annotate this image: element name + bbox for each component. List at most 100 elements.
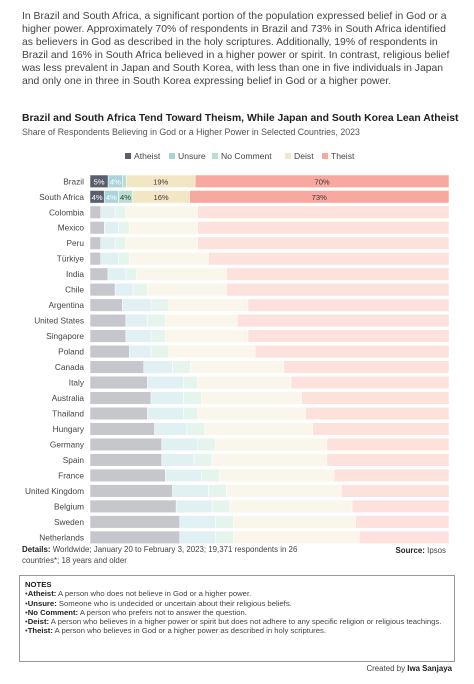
y-tick-label: Colombia (49, 207, 84, 217)
bar-segment-unsure (147, 406, 184, 421)
note-text: A person who believes in a higher power … (50, 617, 442, 627)
bar-segment-unsure (100, 236, 116, 250)
note-item: •Atheist: A person who does not believe … (25, 589, 252, 599)
bar-segment-atheist (89, 437, 163, 452)
bar-segment-atheist (89, 499, 177, 513)
bar-segment-no-comment (183, 391, 202, 405)
y-tick-label: France (58, 470, 84, 480)
source-label: Source: (395, 546, 425, 555)
notes-box: NOTES •Atheist: A person who does not be… (19, 575, 455, 662)
note-term: Unsure: (27, 598, 57, 608)
bar-segment-theist (305, 406, 450, 421)
bar-segment-deist (168, 298, 249, 312)
bar-segment-theist (197, 205, 450, 219)
legend-item-deist: Deist (285, 151, 314, 161)
bar-segment-atheist (89, 345, 130, 359)
bar-segment-unsure (114, 283, 134, 297)
y-tick-label: Sweden (54, 517, 84, 527)
bar-segment-atheist (89, 298, 123, 312)
footer-details: Details: Worldwide; January 20 to Februa… (22, 545, 312, 566)
bar-segment-no-comment (147, 314, 166, 328)
y-tick-label: Chile (65, 285, 84, 295)
legend-swatch (212, 153, 218, 159)
bar-segment-unsure (107, 267, 127, 281)
legend-swatch (285, 153, 291, 159)
legend-label: No Comment (221, 151, 272, 161)
y-tick-label: Spain (63, 455, 85, 465)
bar-segment-theist (197, 221, 450, 235)
y-tick-label: South Africa (39, 192, 84, 202)
bar-segment-deist (147, 283, 227, 297)
note-text: A person who prefers not to answer the q… (79, 607, 247, 617)
bar-segment-no-comment (208, 484, 227, 498)
data-label: 4% (110, 177, 121, 186)
data-label: 16% (153, 193, 168, 202)
bar-segment-deist (197, 406, 306, 421)
legend-item-theist: Theist (322, 151, 354, 161)
bar-segment-no-comment (215, 515, 234, 529)
bar-segment-theist (254, 345, 450, 359)
bar-segment-theist (326, 453, 450, 467)
y-tick-label: Türkiye (57, 254, 85, 264)
legend-item-no-comment: No Comment (212, 151, 272, 161)
bar-segment-theist (247, 298, 450, 312)
credit: Created by Iwa Sanjaya (366, 664, 452, 673)
bar-segment-unsure (179, 530, 216, 544)
legend-label: Deist (294, 151, 314, 161)
bar-segment-theist (351, 499, 450, 513)
bar-segment-deist (168, 345, 256, 359)
note-term: Deist: (27, 617, 50, 627)
data-label: 4% (120, 193, 131, 202)
bar-segment-unsure (125, 329, 152, 343)
bar-segment-unsure (100, 205, 116, 219)
bar-segment-atheist (89, 236, 102, 250)
bar-segment-atheist (89, 329, 127, 343)
bar-segment-deist (226, 484, 342, 498)
data-label: 70% (314, 177, 329, 186)
bar-segment-no-comment (150, 345, 170, 359)
bar-segment-deist (136, 267, 227, 281)
y-tick-label: Mexico (58, 223, 85, 233)
bar-segment-no-comment (211, 499, 231, 513)
y-tick-label: Peru (66, 238, 84, 248)
bar-segment-no-comment (183, 375, 198, 390)
note-item: •Unsure: Someone who is undecided or unc… (25, 598, 292, 608)
bar-segment-deist (165, 314, 238, 328)
bar-segment-atheist (89, 422, 155, 436)
bar-segment-deist (125, 236, 198, 250)
bar-segment-unsure (129, 345, 152, 359)
legend-item-unsure: Unsure (169, 151, 206, 161)
data-label: 4% (92, 193, 103, 202)
note-term: No Comment: (27, 607, 79, 617)
y-tick-label: Singapore (46, 331, 84, 341)
bar-segment-deist (204, 422, 313, 436)
bar-segment-unsure (125, 314, 148, 328)
note-item: •Theist: A person who believes in God or… (25, 626, 326, 636)
bar-segment-deist (129, 221, 198, 235)
intro-paragraph: In Brazil and South Africa, a significan… (22, 11, 450, 88)
note-text: A person who does not believe in God or … (58, 589, 252, 599)
y-tick-label: Brazil (63, 176, 84, 186)
bar-segment-theist (189, 190, 450, 204)
bar-segment-no-comment (215, 530, 234, 544)
bar-segment-atheist (89, 360, 145, 374)
note-item: •No Comment: A person who prefers not to… (25, 607, 247, 617)
note-item: •Deist: A person who believes in a highe… (25, 617, 442, 627)
y-tick-label: United States (34, 316, 84, 326)
bar-segment-deist (211, 453, 328, 467)
bar-segment-atheist (89, 221, 105, 235)
notes-heading: NOTES (25, 580, 52, 589)
bar-segment-unsure (172, 484, 209, 498)
bar-segment-theist (236, 314, 450, 328)
y-tick-label: Germany (50, 439, 85, 449)
bar-segment-theist (197, 236, 450, 250)
bar-segment-theist (226, 283, 450, 297)
bar-segment-no-comment (125, 267, 137, 281)
legend-label: Atheist (134, 151, 161, 161)
bar-segment-no-comment (132, 283, 148, 297)
bar-segment-no-comment (186, 422, 206, 436)
bar-segment-deist (129, 252, 209, 266)
bar-segment-deist (233, 530, 360, 544)
bar-segment-no-comment (122, 174, 127, 188)
bar-segment-unsure (154, 422, 188, 436)
